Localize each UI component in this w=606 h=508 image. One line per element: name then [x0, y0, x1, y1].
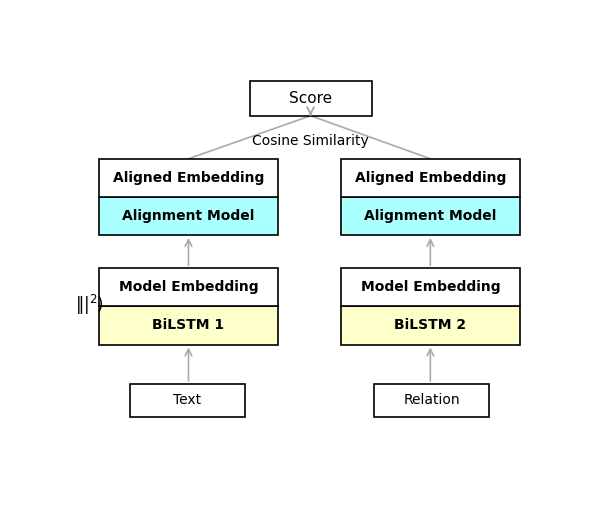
Text: Relation: Relation	[403, 393, 460, 407]
Bar	[341, 158, 519, 197]
Text: Aligned Embedding: Aligned Embedding	[113, 171, 264, 185]
Bar	[250, 81, 371, 116]
Text: BiLSTM 2: BiLSTM 2	[395, 319, 467, 332]
Text: Cosine Similarity: Cosine Similarity	[252, 134, 369, 148]
Bar	[99, 197, 278, 235]
Text: Model Embedding: Model Embedding	[361, 280, 500, 294]
Bar	[99, 158, 278, 197]
Text: Model Embedding: Model Embedding	[119, 280, 258, 294]
Text: Aligned Embedding: Aligned Embedding	[355, 171, 506, 185]
Bar	[341, 197, 519, 235]
Bar	[341, 306, 519, 344]
Text: $\||^2$): $\||^2$)	[75, 294, 104, 318]
Bar	[99, 306, 278, 344]
Text: Score: Score	[289, 90, 332, 106]
Bar	[99, 268, 278, 306]
Bar	[374, 384, 489, 417]
Text: BiLSTM 1: BiLSTM 1	[152, 319, 225, 332]
Bar	[341, 268, 519, 306]
Bar	[130, 384, 245, 417]
Text: Alignment Model: Alignment Model	[364, 209, 496, 223]
Text: Text: Text	[173, 393, 201, 407]
Text: Alignment Model: Alignment Model	[122, 209, 255, 223]
